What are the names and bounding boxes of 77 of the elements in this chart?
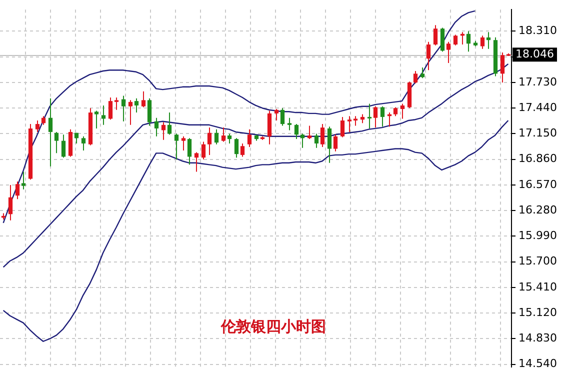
- candlestick: [54, 131, 59, 154]
- candlestick: [141, 90, 146, 108]
- candlestick: [433, 24, 438, 46]
- candlestick: [8, 184, 13, 221]
- candlestick: [181, 136, 186, 152]
- candlestick: [94, 110, 99, 129]
- candlestick: [420, 66, 425, 79]
- candlestick: [214, 128, 219, 145]
- candlestick: [240, 142, 245, 158]
- y-tick-label: 15.700: [518, 254, 558, 268]
- y-tick-label: 16.280: [518, 203, 558, 216]
- candlestick: [227, 133, 232, 144]
- y-tick-label: 17.150: [518, 126, 558, 140]
- candlestick: [187, 138, 192, 166]
- candlestick: [280, 108, 285, 126]
- ref-line-label: 18.046: [516, 47, 554, 60]
- candlestick: [134, 98, 139, 114]
- candlestick: [207, 127, 212, 156]
- candlestick: [333, 134, 338, 152]
- candlestick: [167, 112, 172, 136]
- candlestick: [267, 110, 272, 145]
- candlestick: [128, 100, 133, 126]
- candlestick: [221, 127, 226, 142]
- candlestick: [68, 128, 73, 158]
- candlestick: [121, 95, 126, 122]
- candlestick: [35, 120, 40, 132]
- candlestick: [426, 41, 431, 71]
- candlestick: [353, 116, 358, 126]
- candlestick: [81, 136, 86, 152]
- candlestick: [114, 97, 119, 110]
- y-tick-label: 14.830: [518, 332, 558, 345]
- candlestick: [314, 133, 319, 148]
- candlestick: [234, 138, 239, 158]
- y-tick-label: 15.990: [518, 229, 558, 242]
- candlestick: [453, 34, 458, 46]
- candlestick: [274, 108, 279, 121]
- candlestick: [154, 117, 159, 137]
- candlestick: [161, 122, 166, 140]
- candlestick: [500, 52, 505, 83]
- candlestick: [61, 134, 66, 158]
- candlestick: [174, 133, 179, 160]
- candlestick: [194, 152, 199, 172]
- candlestick: [201, 141, 206, 160]
- candlestick: [440, 27, 445, 52]
- y-tick-label: 16.860: [518, 152, 558, 166]
- y-tick-label: 14.540: [518, 357, 558, 370]
- y-tick-label: 15.410: [518, 280, 558, 294]
- candlestick: [320, 124, 325, 148]
- y-tick-label: 17.730: [518, 75, 558, 88]
- candlestick: [287, 117, 292, 131]
- y-tick-label: 15.120: [518, 306, 558, 319]
- candlestick: [486, 32, 491, 50]
- candlestick: [21, 171, 26, 190]
- candlestick: [101, 104, 106, 126]
- candlestick: [347, 116, 352, 132]
- text: 伦敦银四小时图: [220, 318, 326, 336]
- candlestick: [446, 41, 451, 64]
- candlestick: [400, 103, 405, 120]
- candlestick: [327, 126, 332, 164]
- candlestick: [300, 133, 305, 148]
- candlestick: [307, 125, 312, 140]
- y-tick-label: 16.570: [518, 178, 558, 191]
- y-tick-label: 17.440: [518, 100, 558, 114]
- candlestick: [340, 116, 345, 138]
- candlestick: [15, 180, 20, 200]
- candlestick: [147, 98, 152, 126]
- candlestick: [466, 30, 471, 52]
- y-tick-label: 18.310: [518, 24, 558, 38]
- candlestick: [48, 98, 53, 167]
- candlestick: [294, 124, 299, 140]
- candlestick: [247, 128, 252, 148]
- candlestick: [373, 106, 378, 128]
- candlestick: [413, 70, 418, 84]
- candlestick: [367, 103, 372, 129]
- candlestick: [108, 97, 113, 120]
- candlestick: [480, 35, 485, 50]
- candlestick: [380, 106, 385, 128]
